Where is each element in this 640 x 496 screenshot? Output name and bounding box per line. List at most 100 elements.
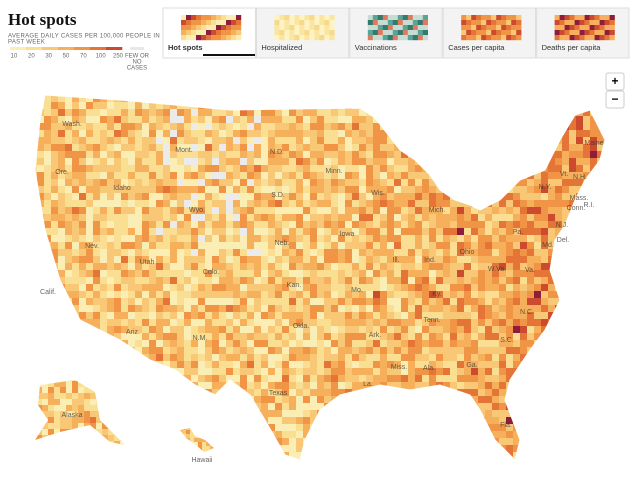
county — [310, 396, 318, 404]
county — [142, 144, 150, 152]
county — [102, 441, 109, 445]
county — [35, 270, 38, 278]
county — [114, 102, 122, 110]
county — [401, 438, 409, 446]
county — [121, 151, 129, 159]
county — [499, 431, 507, 439]
county — [415, 333, 423, 341]
county — [590, 242, 598, 250]
county — [36, 405, 43, 412]
county — [541, 452, 549, 460]
county — [93, 95, 101, 96]
county — [499, 263, 507, 271]
county — [275, 298, 283, 306]
county — [569, 158, 577, 166]
county — [443, 319, 451, 327]
tab[interactable]: Hospitalized — [255, 7, 350, 59]
county — [100, 130, 108, 138]
county — [422, 95, 430, 96]
county — [261, 249, 269, 257]
county — [107, 284, 115, 292]
tab-thumb-cell — [402, 20, 408, 26]
county — [597, 417, 605, 425]
county — [100, 396, 108, 404]
tab[interactable]: Vaccinations — [349, 7, 443, 59]
county — [352, 172, 360, 180]
county — [191, 375, 199, 383]
county — [352, 130, 360, 138]
county — [114, 123, 122, 131]
county — [42, 393, 49, 400]
county — [394, 333, 402, 341]
county — [156, 284, 164, 292]
county — [562, 298, 570, 306]
county — [149, 333, 157, 341]
county — [499, 396, 507, 404]
county — [36, 441, 43, 445]
county — [499, 95, 507, 96]
county — [513, 319, 521, 327]
county — [499, 319, 507, 327]
county — [478, 333, 486, 341]
county — [44, 228, 52, 236]
county — [520, 270, 528, 278]
county — [485, 354, 493, 362]
county — [394, 424, 402, 432]
county — [506, 354, 514, 362]
county — [401, 284, 409, 292]
county — [401, 172, 409, 180]
county — [352, 347, 360, 355]
county — [359, 354, 367, 362]
county — [205, 375, 213, 383]
county — [212, 144, 220, 152]
county — [506, 326, 514, 334]
county — [359, 221, 367, 229]
county — [422, 354, 430, 362]
county — [254, 95, 262, 96]
county — [44, 158, 52, 166]
county — [170, 445, 178, 453]
county — [387, 123, 395, 131]
county — [156, 375, 164, 383]
county — [457, 431, 465, 439]
county — [478, 375, 486, 383]
county — [170, 326, 178, 334]
county — [282, 375, 290, 383]
county — [191, 319, 199, 327]
county — [156, 186, 164, 194]
county — [443, 284, 451, 292]
county — [86, 263, 94, 271]
county — [604, 179, 605, 187]
county — [583, 263, 591, 271]
county — [275, 249, 283, 257]
county — [35, 435, 37, 442]
county — [90, 405, 97, 412]
county — [604, 396, 605, 404]
county — [289, 249, 297, 257]
county — [254, 361, 262, 369]
county — [180, 442, 183, 447]
county — [457, 172, 465, 180]
county — [51, 354, 59, 362]
county — [212, 109, 220, 117]
county — [548, 249, 556, 257]
county — [345, 368, 353, 376]
county — [408, 95, 416, 96]
county — [247, 95, 255, 103]
county — [303, 298, 311, 306]
county — [394, 186, 402, 194]
county — [240, 228, 248, 236]
county — [590, 116, 598, 124]
county — [555, 165, 563, 173]
county — [401, 445, 409, 453]
county — [163, 172, 171, 180]
county — [268, 158, 276, 166]
county — [597, 284, 605, 292]
county — [184, 95, 192, 96]
county — [492, 347, 500, 355]
county — [121, 137, 129, 145]
county — [86, 158, 94, 166]
tab[interactable]: Hot spots — [162, 7, 256, 59]
county — [499, 144, 507, 152]
county — [135, 151, 143, 159]
